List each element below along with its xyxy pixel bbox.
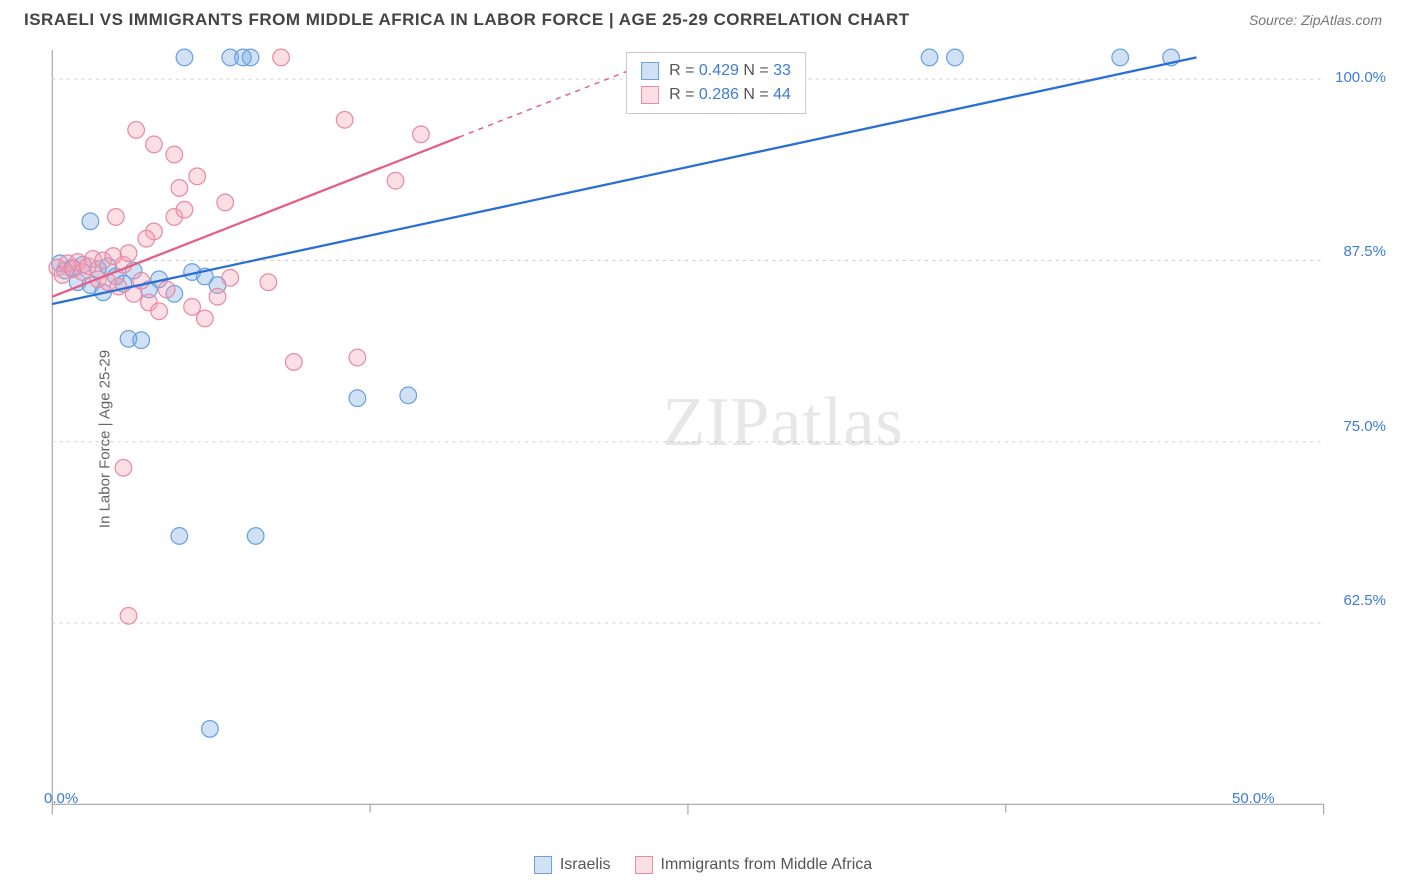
y-tick-label: 100.0% [1335,69,1386,86]
legend-label: Immigrants from Middle Africa [661,856,873,874]
legend-swatch [635,856,653,874]
chart-source: Source: ZipAtlas.com [1249,12,1382,28]
legend-row: R = 0.429 N = 33 [641,59,791,83]
legend-text: R = 0.286 N = 44 [669,83,791,107]
y-tick-label: 75.0% [1343,418,1386,435]
legend-text: R = 0.429 N = 33 [669,59,791,83]
legend-swatch [641,86,659,104]
chart-header: ISRAELI VS IMMIGRANTS FROM MIDDLE AFRICA… [0,0,1406,34]
correlation-legend: R = 0.429 N = 33R = 0.286 N = 44 [626,52,806,114]
legend-row: R = 0.286 N = 44 [641,83,791,107]
scatter-plot [46,46,1386,833]
legend-swatch [641,62,659,80]
legend-item: Immigrants from Middle Africa [635,856,873,874]
legend-label: Israelis [560,856,611,874]
chart-area: In Labor Force | Age 25-29 R = 0.429 N =… [46,46,1386,832]
series-legend: Israelis Immigrants from Middle Africa [0,856,1406,874]
x-tick-label: 0.0% [44,790,78,807]
y-tick-label: 87.5% [1343,243,1386,260]
legend-swatch [534,856,552,874]
x-tick-label: 50.0% [1232,790,1275,807]
y-tick-label: 62.5% [1343,592,1386,609]
chart-title: ISRAELI VS IMMIGRANTS FROM MIDDLE AFRICA… [24,10,910,30]
legend-item: Israelis [534,856,611,874]
